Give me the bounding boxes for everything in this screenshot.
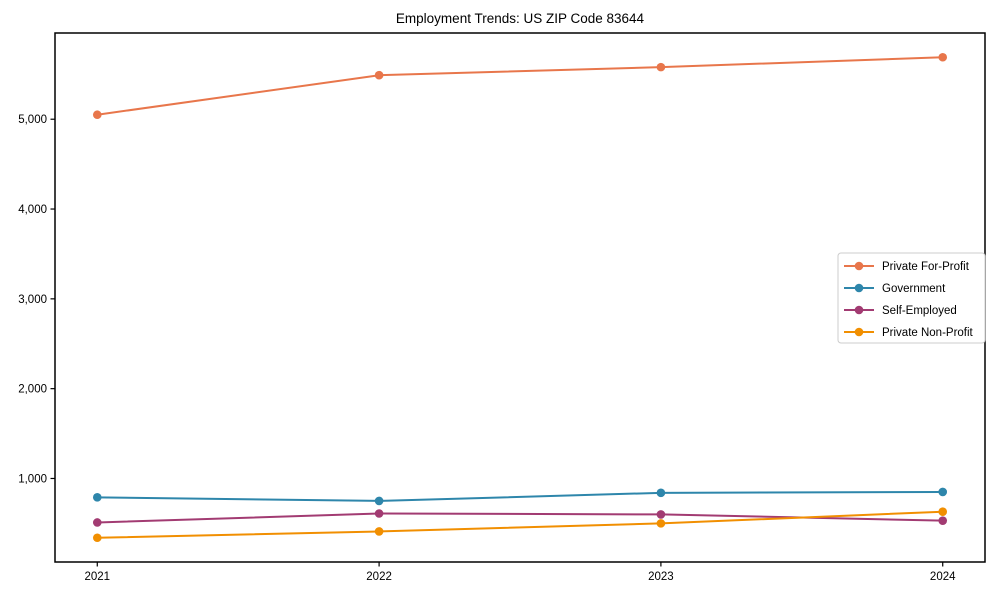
x-tick-label: 2024 bbox=[930, 571, 956, 583]
data-point-government bbox=[92, 493, 102, 502]
data-point-private-non-profit bbox=[92, 533, 102, 543]
data-point-private-for-profit bbox=[92, 110, 102, 120]
legend-marker-private-non-profit bbox=[854, 327, 864, 337]
legend-box bbox=[837, 252, 986, 344]
data-point-government bbox=[938, 487, 948, 497]
legend-marker-government bbox=[854, 283, 864, 293]
series-self-employed bbox=[92, 509, 948, 527]
data-point-self-employed bbox=[656, 510, 666, 519]
data-point-private-non-profit bbox=[656, 519, 666, 528]
x-tick-label: 2023 bbox=[648, 571, 674, 583]
data-point-government bbox=[374, 496, 384, 506]
data-point-private-non-profit bbox=[938, 507, 948, 517]
y-tick-label: 5,000 bbox=[18, 114, 47, 126]
y-tick-label: 3,000 bbox=[18, 294, 47, 306]
line-private-for-profit bbox=[97, 56, 943, 116]
y-tick-label: 2,000 bbox=[18, 384, 47, 396]
y-tick-label: 4,000 bbox=[18, 204, 47, 216]
line-self-employed bbox=[97, 512, 943, 524]
data-point-self-employed bbox=[374, 509, 384, 518]
data-point-self-employed bbox=[92, 518, 102, 527]
data-point-self-employed bbox=[938, 516, 948, 525]
data-point-government bbox=[656, 488, 666, 498]
legend-label-government: Government bbox=[882, 283, 946, 295]
legend-label-private-for-profit: Private For-Profit bbox=[882, 261, 970, 273]
x-tick-label: 2021 bbox=[84, 571, 110, 583]
legend-item-self-employed: Self-Employed bbox=[844, 305, 957, 317]
line-government bbox=[97, 490, 943, 502]
data-point-private-for-profit bbox=[938, 52, 948, 62]
legend-item-private-for-profit: Private For-Profit bbox=[844, 261, 970, 273]
legend-marker-private-for-profit bbox=[854, 261, 864, 271]
series-private-for-profit bbox=[92, 52, 948, 120]
legend-item-private-non-profit: Private Non-Profit bbox=[844, 327, 974, 339]
legend-item-government: Government bbox=[844, 283, 946, 295]
y-tick-label: 1,000 bbox=[18, 473, 47, 485]
chart-title: Employment Trends: US ZIP Code 83644 bbox=[396, 11, 645, 26]
legend-marker-self-employed bbox=[854, 305, 864, 315]
data-point-private-non-profit bbox=[374, 527, 384, 536]
series-government bbox=[92, 487, 948, 506]
series-private-non-profit bbox=[92, 507, 948, 543]
legend-label-private-non-profit: Private Non-Profit bbox=[882, 327, 974, 339]
legend-label-self-employed: Self-Employed bbox=[882, 305, 957, 317]
x-tick-label: 2022 bbox=[366, 571, 392, 583]
data-point-private-for-profit bbox=[374, 70, 384, 80]
line-private-non-profit bbox=[97, 510, 943, 539]
data-point-private-for-profit bbox=[656, 62, 666, 72]
legend: Private For-Profit Government Self-Employe… bbox=[837, 252, 986, 344]
chart-canvas: 1,000 2,000 3,000 4,000 5,000 2021 2022 2023 202… bbox=[18, 32, 986, 583]
